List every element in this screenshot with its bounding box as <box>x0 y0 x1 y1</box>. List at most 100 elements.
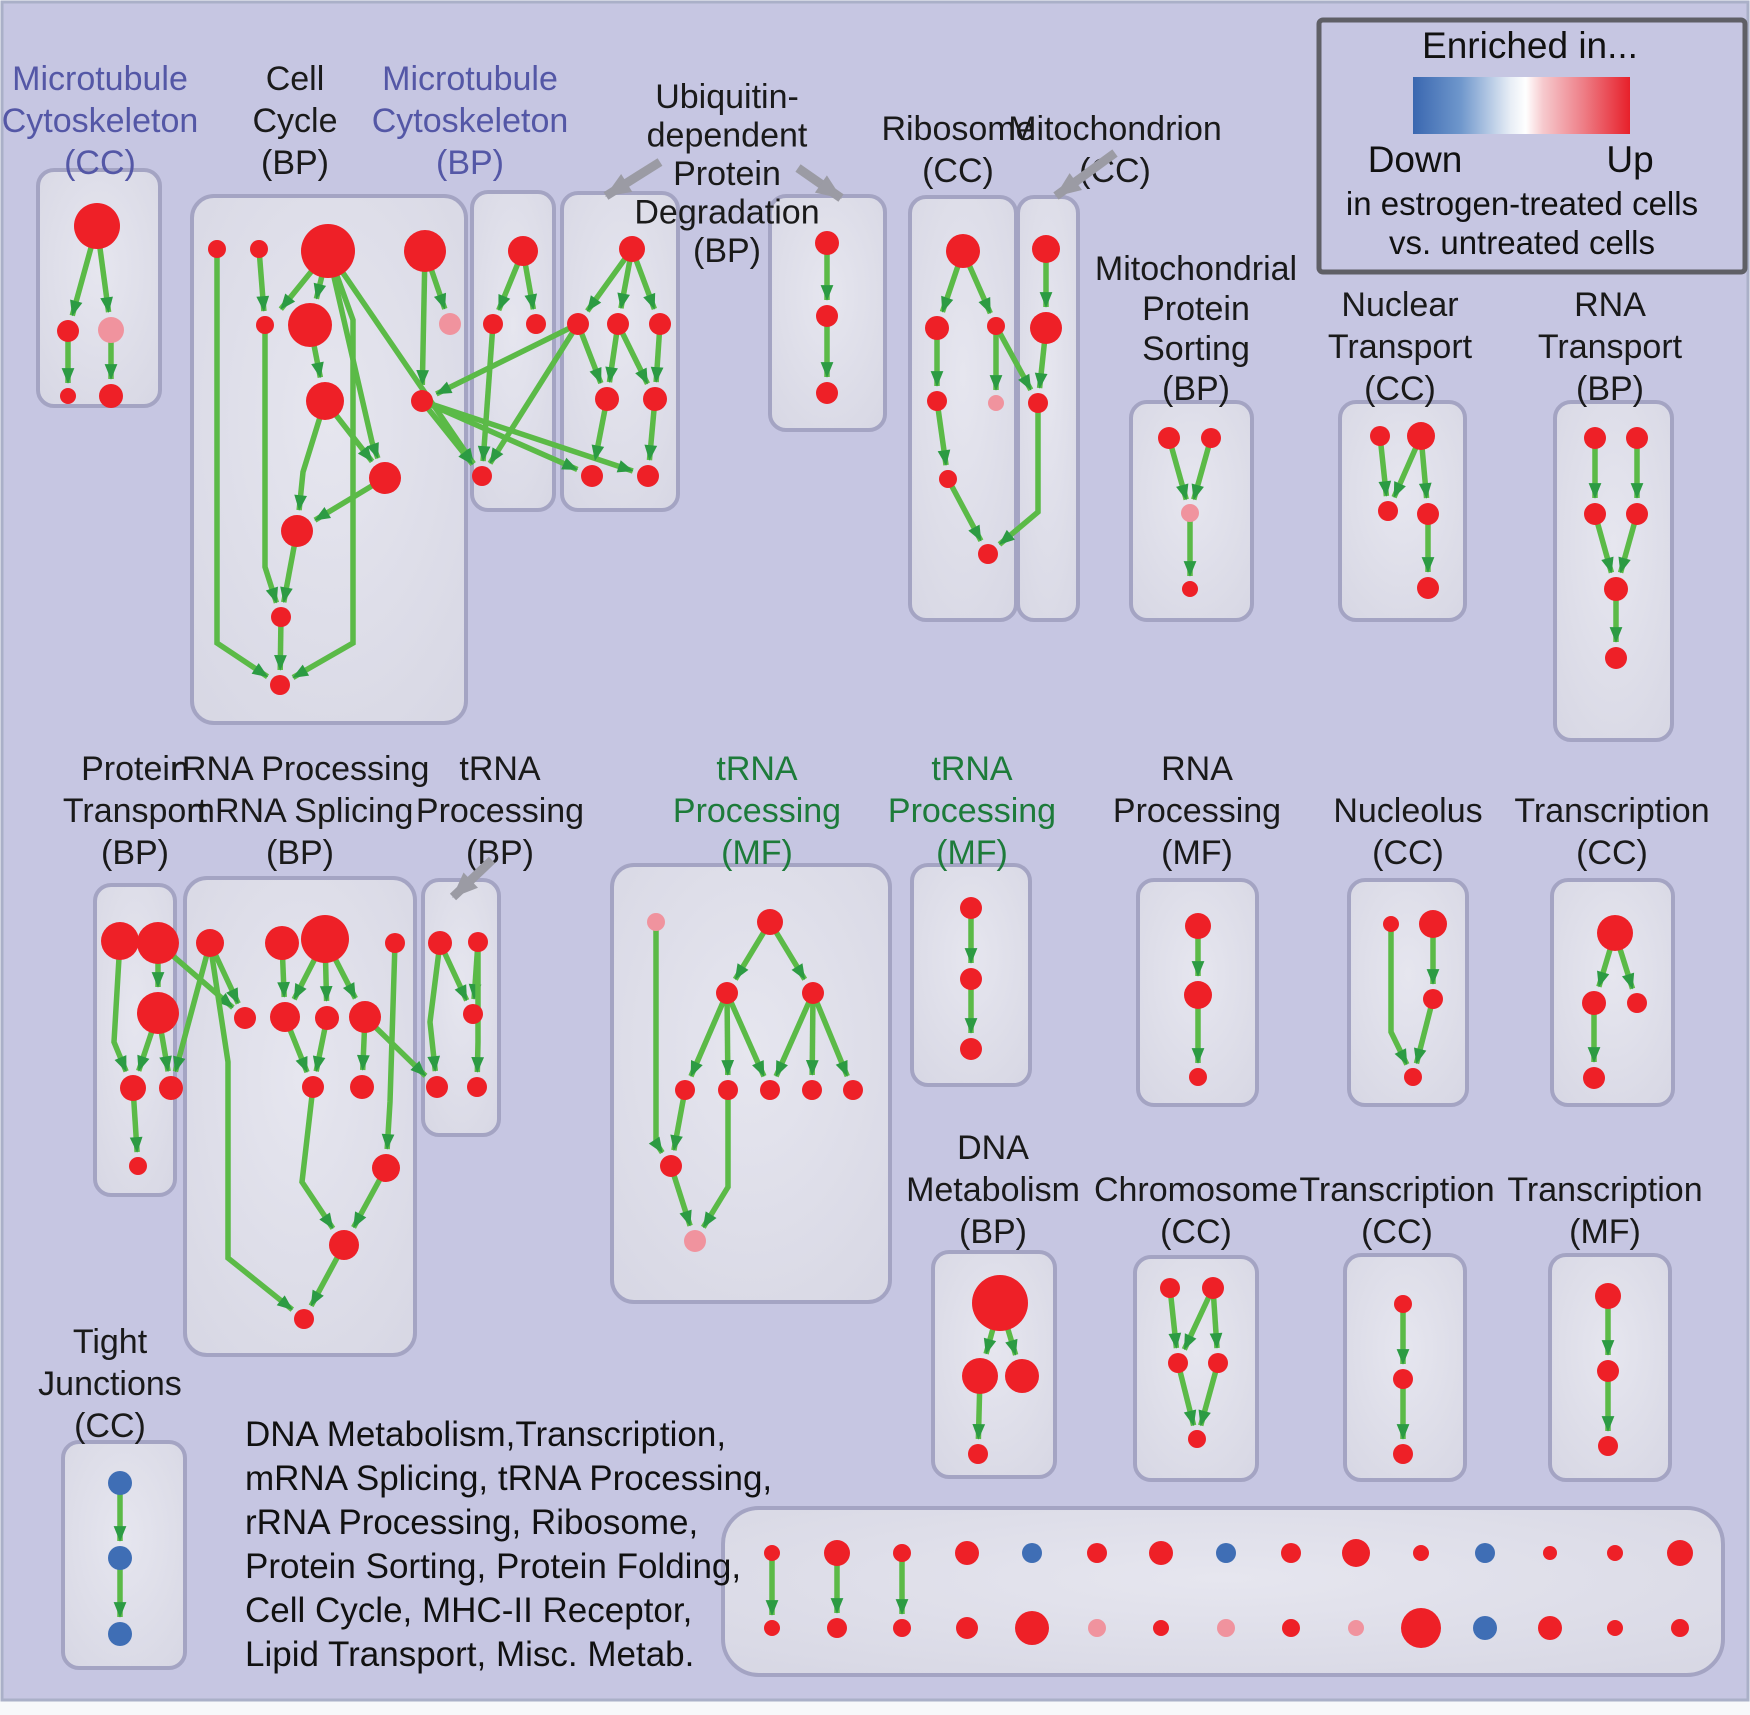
microtubule-cytoskeleton-bp-node-2 <box>526 314 546 334</box>
cluster-label-line: (BP) <box>266 834 334 872</box>
cluster-label-ubiquitin-degradation-bp: Ubiquitin-dependentProteinDegradation(BP… <box>634 78 819 270</box>
cell-cycle-bp-node-8 <box>411 390 433 412</box>
chromosome-cc-node-3 <box>1208 1353 1228 1373</box>
ubiquitin-degradation-bp-node-6 <box>581 465 603 487</box>
cluster-label-line: rRNA Processing <box>171 750 430 788</box>
transcription-mf-node-2 <box>1598 1436 1618 1456</box>
misc-strip-node-12 <box>1543 1546 1557 1560</box>
cluster-label-line: Cytoskeleton <box>2 102 199 140</box>
trna-processing-bp-node-0 <box>428 931 452 955</box>
chromosome-cc-node-1 <box>1202 1277 1224 1299</box>
cluster-label-line: Processing <box>416 792 584 830</box>
cluster-label-line: (BP) <box>959 1213 1027 1251</box>
ubiquitin-label-arrow-left <box>603 158 663 200</box>
edge-arrow-45 <box>993 324 1034 392</box>
cluster-label-line: (MF) <box>721 834 793 872</box>
trna-processing-mf-node-6 <box>760 1080 780 1100</box>
edge-arrow-96 <box>700 1090 731 1229</box>
rrna-processing-mrna-splicing-bp-node-6 <box>315 1006 339 1030</box>
edge-arrow-16 <box>214 249 270 679</box>
rrna-processing-mrna-splicing-bp-node-1 <box>265 926 299 960</box>
edge-arrow-18 <box>291 250 356 680</box>
ubiquitin-degradation-bp-node-4 <box>595 387 619 411</box>
transcription-cc-lower-node-0 <box>1394 1295 1412 1313</box>
cluster-label-line: Microtubule <box>12 60 188 98</box>
legend-down-label: Down <box>1368 139 1463 180</box>
cluster-label-line: (BP) <box>1576 370 1644 408</box>
edge-arrow-50 <box>1191 437 1214 501</box>
edge-arrow-94 <box>810 991 850 1078</box>
cluster-label-line: Metabolism <box>906 1171 1080 1209</box>
rrna-processing-mrna-splicing-bp-node-2 <box>301 915 349 963</box>
cluster-label-line: Mitochondrion <box>1008 110 1222 148</box>
cluster-label-line: Transport <box>1538 328 1683 366</box>
edge-arrow-15 <box>262 325 280 604</box>
misc-strip-node-13 <box>1607 1545 1623 1561</box>
mitochondrial-protein-sorting-bp-node-1 <box>1201 428 1221 448</box>
edge-arrow-90 <box>721 992 735 1076</box>
misc-strip-node-2 <box>893 1544 911 1562</box>
edge-arrow-91 <box>724 991 767 1078</box>
nucleolus-cc-node-2 <box>1423 989 1443 1009</box>
cluster-label-ribosome-cc: Ribosome (CC) <box>881 110 1034 190</box>
edge-arrow-23 <box>435 321 580 397</box>
cluster-box-rrna-processing-mrna-splicing-bp <box>183 876 417 1357</box>
edge-arrow-20 <box>419 399 475 467</box>
cluster-label-line: RNA <box>1161 750 1233 788</box>
note-line: rRNA Processing, Ribosome, <box>245 1503 698 1542</box>
rna-processing-mf-node-0 <box>1185 913 1211 939</box>
cluster-label-microtubule-cytoskeleton-bp: Microtubule Cytoskeleton (BP) <box>372 60 569 182</box>
note-line: Protein Sorting, Protein Folding, <box>245 1547 741 1586</box>
edge-arrow-112 <box>1181 1286 1216 1351</box>
nuclear-transport-cc-node-4 <box>1417 577 1439 599</box>
protein-transport-bp-node-4 <box>159 1076 183 1100</box>
misc-strip-node-14 <box>1667 1540 1693 1566</box>
cluster-label-line: Mitochondrial <box>1095 250 1297 288</box>
trna-processing-mf-node-7 <box>802 1080 822 1100</box>
edge-arrow-67 <box>172 942 213 1073</box>
cluster-label-protein-transport-bp: Protein Transport (BP) <box>63 750 208 872</box>
mitochondrion-cc-node-0 <box>1032 235 1060 263</box>
misc-strip-node-28 <box>1607 1620 1623 1636</box>
misc-strip-node-10 <box>1413 1545 1429 1561</box>
edge-arrow-52 <box>1377 435 1392 497</box>
chromosome-cc-node-2 <box>1168 1353 1188 1373</box>
cluster-label-line: mRNA Splicing <box>187 792 414 830</box>
edge-arrow-4 <box>256 248 270 312</box>
mitochondrion-cc-node-1 <box>1030 312 1062 344</box>
nuclear-transport-cc-node-2 <box>1378 501 1398 521</box>
trna-processing-mf-node-3 <box>802 982 824 1004</box>
microtubule-cytoskeleton-cc-node-2 <box>98 317 124 343</box>
cell-cycle-bp-node-10 <box>281 515 313 547</box>
edge-arrow-74 <box>381 942 398 1150</box>
rna-transport-bp-node-4 <box>1604 577 1628 601</box>
edge-arrow-61 <box>111 940 129 1073</box>
trna-processing-mf-2-node-0 <box>960 897 982 919</box>
trna-processing-mf-2-node-2 <box>960 1038 982 1060</box>
edge-arrow-111 <box>1167 1287 1182 1349</box>
rna-processing-mf-node-2 <box>1189 1068 1207 1086</box>
edge-arrow-27 <box>477 323 496 462</box>
trna-processing-mf-2-node-1 <box>960 968 982 990</box>
rrna-processing-mrna-splicing-bp-node-12 <box>294 1309 314 1329</box>
misc-strip-node-25 <box>1401 1608 1441 1648</box>
edge-arrow-34 <box>615 322 650 385</box>
misc-strip-node-22 <box>1217 1619 1235 1637</box>
cluster-label-line: Junctions <box>38 1365 182 1403</box>
rna-transport-bp-node-5 <box>1605 647 1627 669</box>
protein-transport-bp-node-2 <box>137 992 179 1034</box>
cluster-box-nuclear-transport-cc <box>1338 400 1467 622</box>
rna-transport-bp-node-2 <box>1584 503 1606 525</box>
cluster-label-line: Protein <box>81 750 189 788</box>
nucleolus-cc-node-3 <box>1404 1068 1422 1086</box>
cluster-label-line: (CC) <box>922 152 994 190</box>
trna-processing-mf-node-2 <box>716 982 738 1004</box>
cell-cycle-bp-node-3 <box>404 230 446 272</box>
cluster-label-line: tRNA <box>716 750 798 788</box>
note-line: Lipid Transport, Misc. Metab. <box>245 1635 694 1674</box>
trna-processing-mf-node-5 <box>718 1080 738 1100</box>
cluster-label-transcription-mf: Transcription (MF) <box>1507 1171 1702 1251</box>
